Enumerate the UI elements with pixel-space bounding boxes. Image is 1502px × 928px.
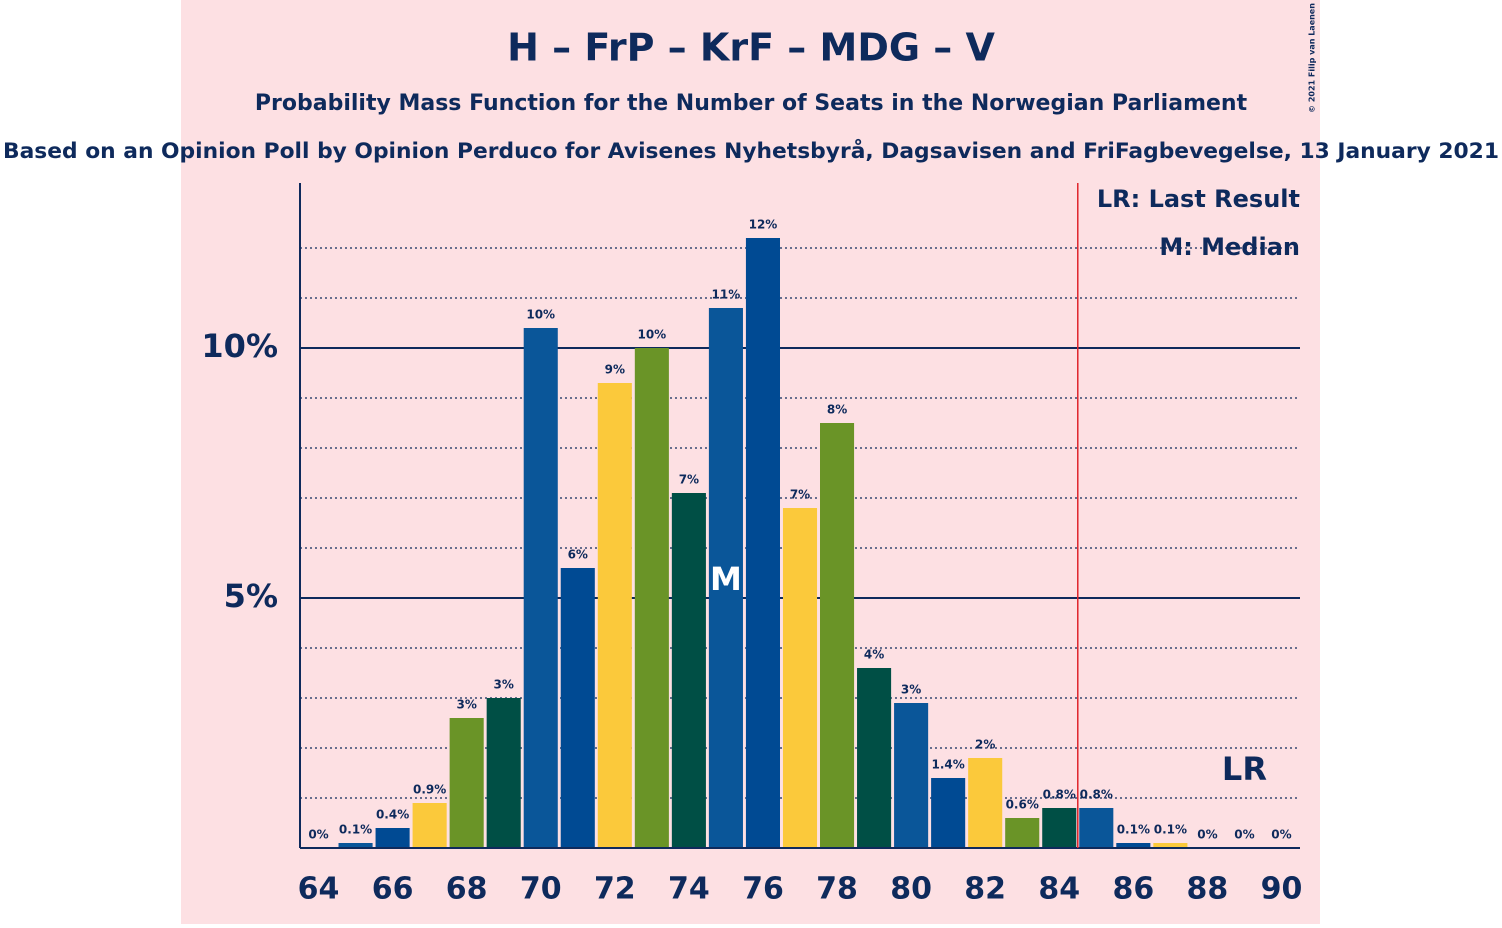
x-tick-label: 76 — [742, 872, 784, 907]
value-label: 0% — [1234, 828, 1254, 842]
value-label: 3% — [494, 678, 514, 692]
copyright: © 2021 Filip van Laenen — [1308, 3, 1317, 113]
value-label: 6% — [568, 548, 588, 562]
value-label: 7% — [679, 473, 699, 487]
bar — [412, 803, 447, 848]
value-label: 10% — [637, 328, 666, 342]
value-label: 0% — [308, 828, 328, 842]
bar — [745, 238, 780, 848]
bar — [449, 718, 484, 848]
y-tick-label: 5% — [224, 577, 278, 615]
bar — [671, 493, 706, 848]
bar — [708, 308, 743, 848]
x-tick-label: 70 — [520, 872, 562, 907]
value-label: 2% — [975, 738, 995, 752]
value-label: 0.8% — [1043, 788, 1076, 802]
bar — [1079, 808, 1114, 848]
value-label: 4% — [864, 648, 884, 662]
value-label: 0.1% — [1117, 823, 1150, 837]
bar — [1116, 843, 1151, 848]
x-tick-label: 80 — [890, 872, 932, 907]
x-tick-label: 82 — [964, 872, 1006, 907]
bar — [486, 698, 521, 848]
y-tick-label: 10% — [201, 327, 278, 365]
bar — [338, 843, 373, 848]
x-tick-label: 78 — [816, 872, 858, 907]
bar — [560, 568, 595, 848]
bar — [1153, 843, 1188, 848]
value-label: 3% — [456, 698, 476, 712]
value-label: 0.9% — [413, 783, 446, 797]
value-label: 0% — [1197, 828, 1217, 842]
bar — [857, 668, 892, 848]
bar — [931, 778, 966, 848]
x-tick-label: 74 — [668, 872, 710, 907]
legend-item: LR: Last Result — [1097, 185, 1300, 213]
value-label: 3% — [901, 683, 921, 697]
x-tick-label: 64 — [298, 872, 340, 907]
value-label: 0.1% — [1154, 823, 1187, 837]
bar — [1005, 818, 1040, 848]
legend-item: M: Median — [1159, 233, 1300, 261]
value-label: 7% — [790, 488, 810, 502]
x-tick-label: 66 — [372, 872, 414, 907]
value-label: 0.6% — [1006, 798, 1039, 812]
x-tick-label: 86 — [1112, 872, 1154, 907]
value-label: 0% — [1271, 828, 1291, 842]
bar — [968, 758, 1003, 848]
bar — [894, 703, 929, 848]
value-label: 9% — [605, 363, 625, 377]
chart-title: H – FrP – KrF – MDG – V — [507, 26, 995, 70]
bar — [597, 383, 632, 848]
x-tick-label: 88 — [1187, 872, 1229, 907]
x-tick-label: 90 — [1261, 872, 1303, 907]
bar — [820, 423, 855, 848]
value-label: 0.8% — [1080, 788, 1113, 802]
x-tick-label: 84 — [1038, 872, 1080, 907]
bar — [634, 348, 669, 848]
value-label: 0.1% — [339, 823, 372, 837]
x-tick-label: 72 — [594, 872, 636, 907]
bar — [1042, 808, 1077, 848]
bar — [375, 828, 410, 848]
value-label: 0.4% — [376, 808, 409, 822]
chart-subtitle: Probability Mass Function for the Number… — [255, 91, 1248, 116]
value-label: 12% — [749, 218, 778, 232]
value-label: 11% — [712, 288, 741, 302]
bar — [523, 328, 558, 848]
chart-source: Based on an Opinion Poll by Opinion Perd… — [3, 138, 1499, 164]
median-marker: M — [710, 560, 742, 598]
bar — [782, 508, 818, 848]
value-label: 10% — [526, 308, 555, 322]
value-label: 1.4% — [932, 758, 965, 772]
x-tick-label: 68 — [446, 872, 488, 907]
value-label: 8% — [827, 403, 847, 417]
last-result-marker: LR — [1222, 750, 1267, 788]
